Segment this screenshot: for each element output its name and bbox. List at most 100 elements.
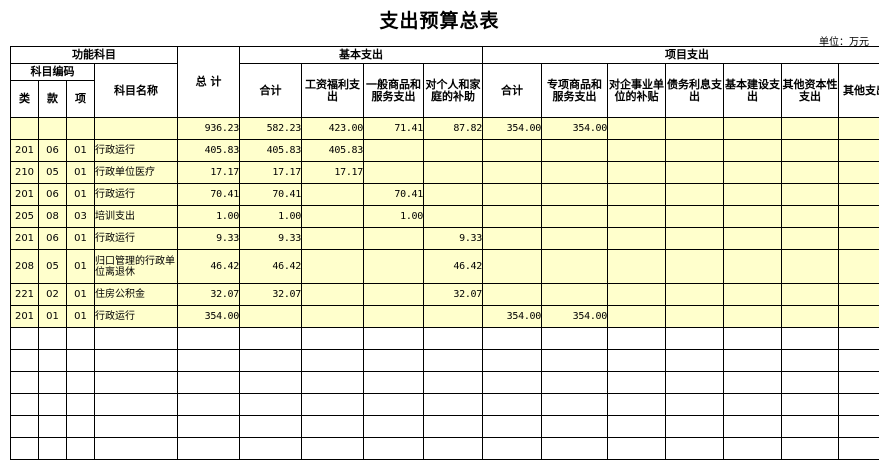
table-row-empty[interactable]: [11, 372, 879, 394]
cell-proj_total: [483, 250, 542, 284]
cell-item: 01: [67, 250, 95, 284]
header-special-goods-services: 专项商品和服务支出: [542, 64, 608, 118]
cell-empty: [782, 328, 839, 350]
cell-empty: [424, 328, 483, 350]
header-grand-total: 总 计: [178, 47, 240, 118]
cell-proj_ent: [608, 184, 666, 206]
cell-basic_total: 582.23: [240, 118, 302, 140]
cell-empty: [178, 350, 240, 372]
cell-goods: [364, 162, 424, 184]
expenditure-budget-table: 功能科目 总 计 基本支出 项目支出 事业单位经营服务支出 科目编码 科目名称 …: [10, 46, 879, 460]
cell-total: 405.83: [178, 140, 240, 162]
table-row-empty[interactable]: [11, 416, 879, 438]
cell-name: [95, 118, 178, 140]
header-basic-expenditure: 基本支出: [240, 47, 483, 64]
cell-empty: [724, 350, 782, 372]
cell-proj_total: [483, 140, 542, 162]
cell-proj_ent: [608, 306, 666, 328]
cell-cls: 208: [11, 250, 39, 284]
header-salary-welfare: 工资福利支出: [302, 64, 364, 118]
cell-basic_total: 9.33: [240, 228, 302, 250]
table-row-empty[interactable]: [11, 328, 879, 350]
cell-proj_special: [542, 228, 608, 250]
cell-empty: [424, 372, 483, 394]
cell-empty: [364, 394, 424, 416]
cell-empty: [782, 350, 839, 372]
header-capital-construction: 基本建设支出: [724, 64, 782, 118]
cell-item: 01: [67, 284, 95, 306]
cell-proj_other_cap: [782, 306, 839, 328]
cell-empty: [11, 416, 39, 438]
cell-proj_special: 354.00: [542, 306, 608, 328]
cell-empty: [178, 416, 240, 438]
cell-empty: [724, 394, 782, 416]
cell-proj_other: [839, 206, 879, 228]
header-enterprise-subsidy: 对企事业单位的补贴: [608, 64, 666, 118]
header-debt-interest: 债务利息支出: [666, 64, 724, 118]
cell-proj_ent: [608, 118, 666, 140]
cell-subsidy: 32.07: [424, 284, 483, 306]
cell-cls: 201: [11, 184, 39, 206]
cell-empty: [11, 394, 39, 416]
cell-proj_special: [542, 206, 608, 228]
cell-item: 03: [67, 206, 95, 228]
header-subject-name: 科目名称: [95, 64, 178, 118]
cell-empty: [782, 372, 839, 394]
cell-proj_ent: [608, 250, 666, 284]
cell-proj_other: [839, 140, 879, 162]
cell-subsidy: [424, 184, 483, 206]
cell-item: [67, 118, 95, 140]
cell-empty: [839, 438, 879, 460]
cell-empty: [240, 328, 302, 350]
cell-total: 354.00: [178, 306, 240, 328]
cell-proj_special: [542, 284, 608, 306]
cell-salary: 423.00: [302, 118, 364, 140]
cell-empty: [39, 416, 67, 438]
cell-basic_total: 32.07: [240, 284, 302, 306]
cell-proj_ent: [608, 162, 666, 184]
cell-proj_ent: [608, 206, 666, 228]
cell-empty: [240, 416, 302, 438]
cell-goods: [364, 306, 424, 328]
table-row-empty[interactable]: [11, 438, 879, 460]
cell-empty: [483, 372, 542, 394]
cell-empty: [39, 372, 67, 394]
cell-empty: [95, 350, 178, 372]
cell-sec: 01: [39, 306, 67, 328]
cell-total: 9.33: [178, 228, 240, 250]
table-row-empty[interactable]: [11, 394, 879, 416]
cell-proj_other_cap: [782, 284, 839, 306]
cell-empty: [11, 372, 39, 394]
cell-proj_ent: [608, 228, 666, 250]
cell-proj_ent: [608, 284, 666, 306]
cell-sec: 08: [39, 206, 67, 228]
cell-item: 01: [67, 162, 95, 184]
cell-subsidy: [424, 162, 483, 184]
header-project-expenditure: 项目支出: [483, 47, 879, 64]
cell-total: 1.00: [178, 206, 240, 228]
cell-empty: [364, 438, 424, 460]
cell-cls: 201: [11, 306, 39, 328]
cell-empty: [542, 438, 608, 460]
cell-empty: [839, 394, 879, 416]
table-row-empty[interactable]: [11, 350, 879, 372]
header-grand-total-label: 总 计: [196, 75, 222, 88]
cell-empty: [95, 394, 178, 416]
cell-empty: [39, 328, 67, 350]
cell-empty: [782, 438, 839, 460]
cell-empty: [542, 416, 608, 438]
cell-basic_total: [240, 306, 302, 328]
cell-empty: [11, 350, 39, 372]
cell-empty: [666, 372, 724, 394]
header-other-expenditure: 其他支出: [839, 64, 879, 118]
cell-proj_other_cap: [782, 206, 839, 228]
